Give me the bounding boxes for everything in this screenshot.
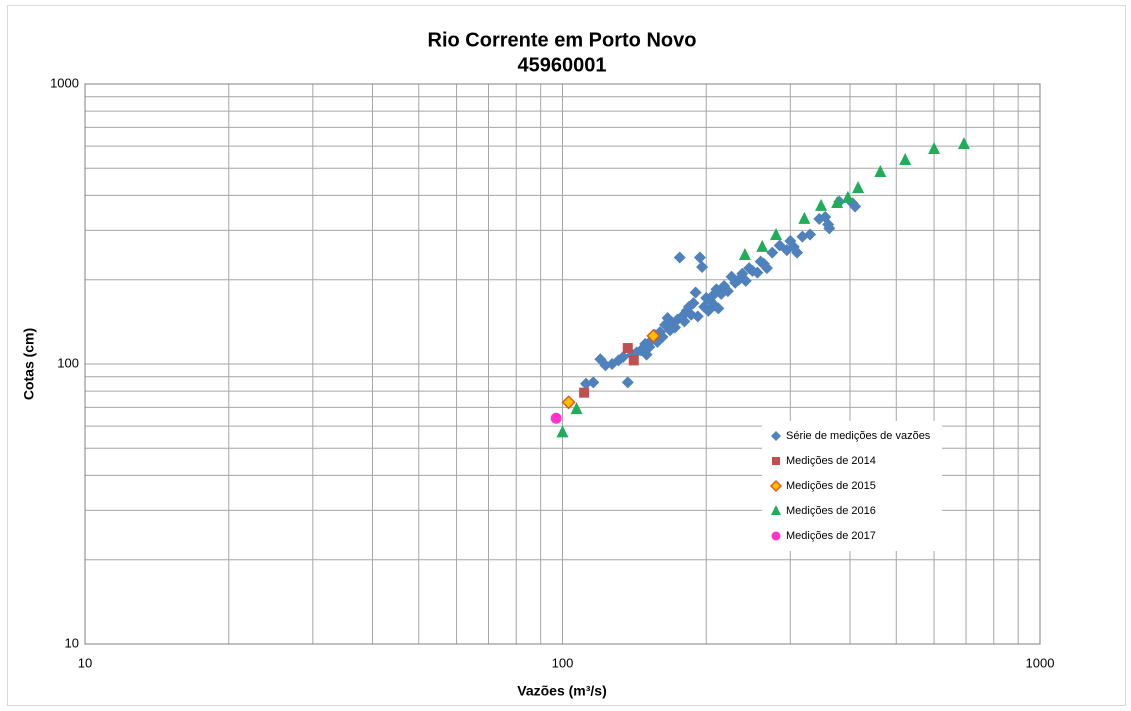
point	[561, 395, 576, 410]
point	[721, 285, 734, 298]
point	[852, 181, 865, 194]
x-tick-label: 100	[552, 655, 574, 670]
point	[579, 387, 590, 398]
point	[673, 251, 686, 264]
point	[628, 355, 639, 366]
chart-border	[7, 5, 1126, 706]
x-axis-label: Vazões (m³/s)	[517, 683, 606, 699]
point	[815, 198, 828, 211]
point	[678, 315, 691, 328]
chart-subtitle: 45960001	[518, 54, 607, 76]
point	[712, 302, 725, 315]
y-axis-label: Cotas (cm)	[21, 328, 37, 400]
x-tick-label: 1000	[1026, 655, 1055, 670]
point	[738, 248, 751, 261]
point	[791, 246, 804, 259]
point	[622, 343, 633, 354]
point	[957, 137, 970, 150]
point	[689, 286, 702, 299]
point	[656, 330, 669, 343]
point	[798, 211, 811, 224]
legend-label: Medições de 2017	[786, 530, 876, 542]
point	[831, 195, 844, 208]
point	[751, 266, 764, 279]
y-tick-label: 100	[57, 355, 79, 370]
legend-marker	[769, 479, 783, 493]
point	[570, 402, 583, 415]
legend-marker	[771, 431, 781, 441]
point	[760, 262, 773, 275]
point	[739, 274, 752, 287]
point	[691, 310, 704, 323]
point	[770, 227, 783, 240]
legend-marker	[771, 531, 781, 541]
point	[646, 328, 661, 343]
point	[823, 222, 836, 235]
plot-frame	[84, 83, 1041, 645]
point	[617, 350, 630, 363]
point	[874, 164, 887, 177]
legend-marker	[772, 457, 780, 465]
point	[756, 239, 769, 252]
point	[550, 412, 562, 424]
point	[696, 261, 709, 274]
chart-title: Rio Corrente em Porto Novo	[428, 29, 697, 51]
legend-box	[762, 421, 942, 551]
y-tick-label: 10	[65, 635, 79, 650]
point	[899, 153, 912, 166]
point	[849, 200, 862, 213]
legend-label: Medições de 2016	[786, 505, 876, 517]
point	[693, 251, 706, 264]
point	[687, 297, 700, 310]
point	[621, 376, 634, 389]
point	[556, 425, 569, 438]
legend-label: Medições de 2014	[786, 455, 876, 467]
point	[587, 376, 600, 389]
point	[804, 228, 817, 241]
legend-label: Medições de 2015	[786, 480, 876, 492]
x-tick-label: 10	[78, 655, 92, 670]
legend-label: Série de medições de vazões	[786, 430, 931, 442]
y-tick-label: 1000	[50, 75, 79, 90]
legend-marker	[771, 505, 781, 515]
point	[841, 190, 854, 203]
point	[928, 141, 941, 154]
point	[766, 246, 779, 259]
